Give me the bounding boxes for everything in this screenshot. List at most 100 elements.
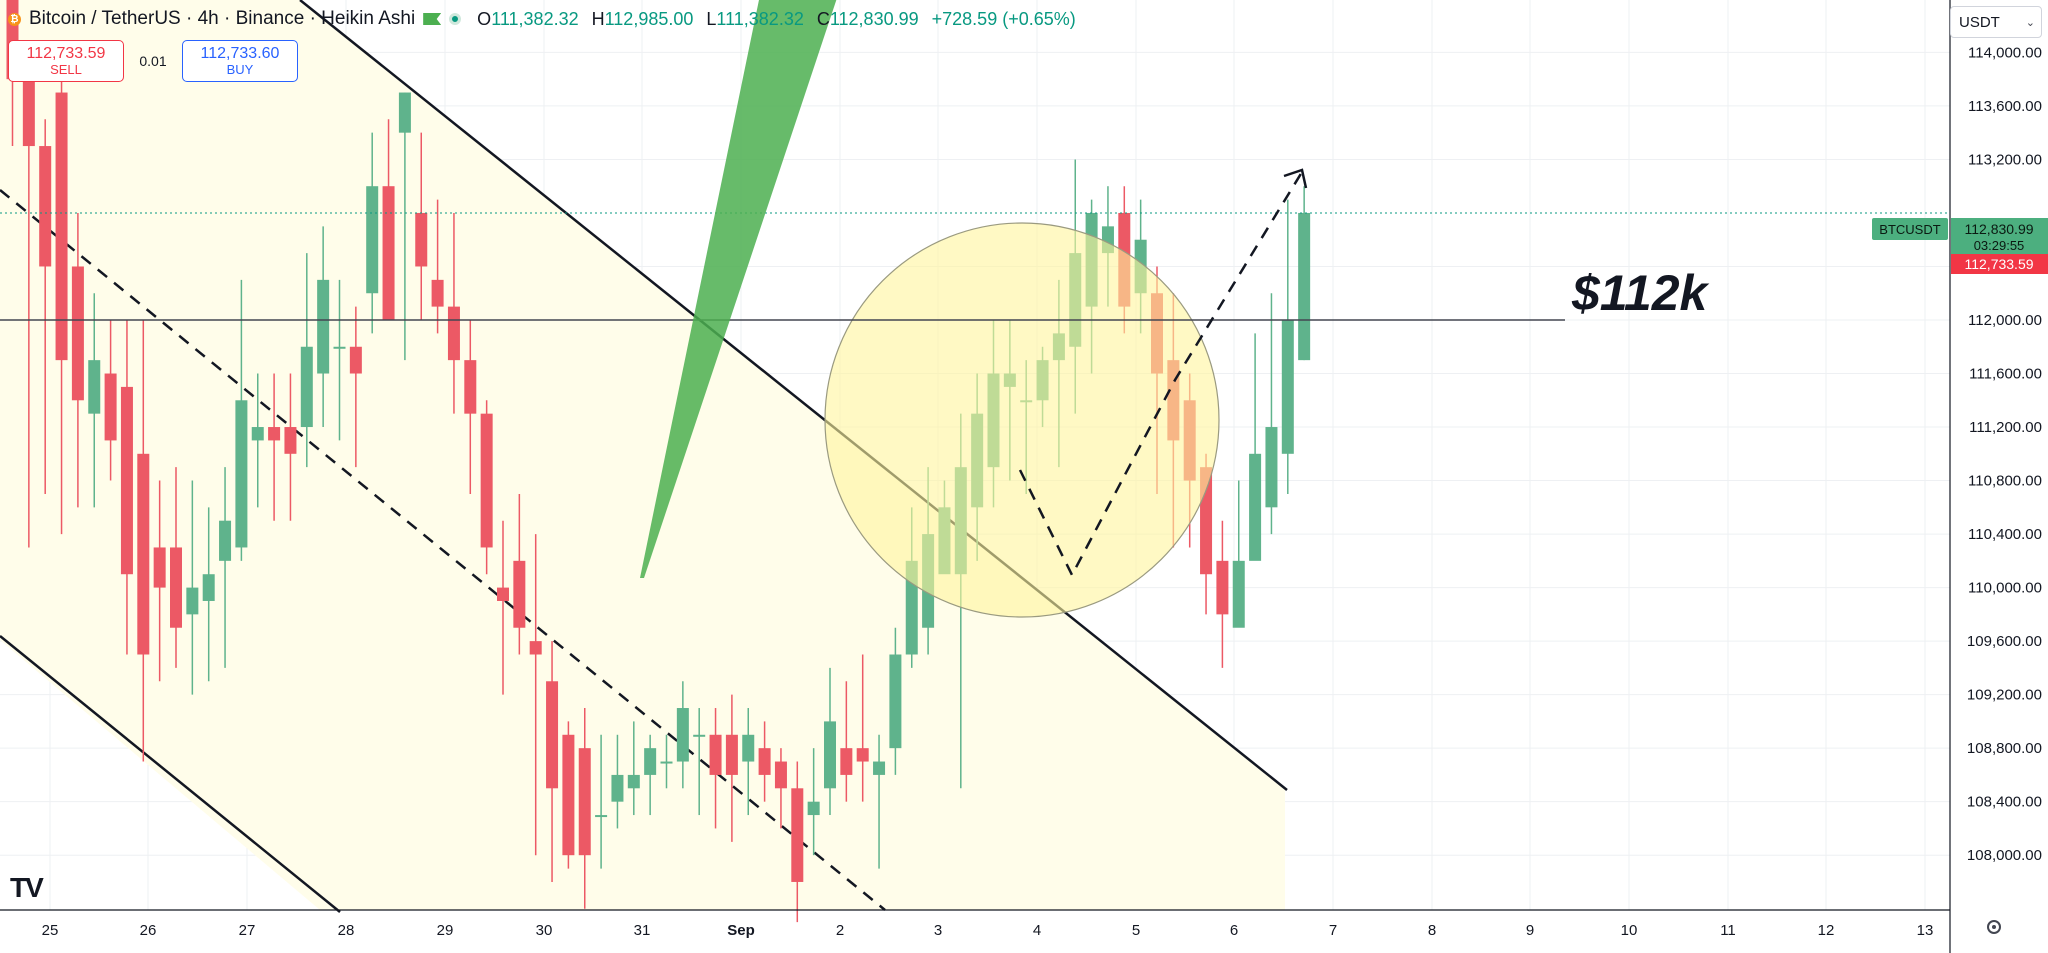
candle-body (578, 748, 591, 856)
x-tick-label: 5 (1132, 922, 1140, 939)
bid-price-text: 112,733.59 (1964, 256, 2033, 272)
candle-body (611, 774, 624, 802)
x-tick-label: 8 (1428, 922, 1436, 939)
candle-body (758, 748, 771, 775)
candle-body (447, 306, 460, 361)
low-value: 111,382.32 (716, 8, 804, 29)
descending-channel (0, 0, 1288, 913)
flag-icon[interactable] (423, 13, 442, 25)
symbol-title[interactable]: Bitcoin / TetherUS · 4h · Binance · Heik… (29, 8, 416, 29)
candle-body (39, 146, 52, 267)
price-axis-bg (1950, 0, 2048, 953)
x-tick-label: Sep (727, 922, 755, 939)
highlight-circle (824, 222, 1220, 618)
green-forecast-arrow (640, 0, 837, 578)
bitcoin-icon: ₿ (8, 12, 21, 26)
candle-body (22, 79, 35, 147)
chart-header: ₿ Bitcoin / TetherUS · 4h · Binance · He… (8, 8, 1076, 30)
y-tick-label: 109,600.00 (1967, 633, 2042, 650)
x-tick-label: 27 (239, 922, 256, 939)
sell-button[interactable]: 112,733.59 SELL (8, 40, 124, 82)
candle-body (153, 547, 166, 588)
currency-selector[interactable]: USDT ⌄ (1950, 6, 2042, 38)
candle-body (71, 266, 84, 401)
candle-body (88, 360, 101, 414)
market-status-icon[interactable] (449, 13, 462, 25)
quantity-field[interactable]: 0.01 (139, 53, 167, 69)
candle-body (644, 748, 657, 775)
y-tick-label: 108,800.00 (1967, 740, 2042, 757)
candle-body (349, 346, 362, 374)
candle-body (415, 212, 428, 267)
candle-body (170, 547, 182, 628)
candle-body (1281, 320, 1294, 454)
candle-body (137, 453, 150, 655)
candle-body (709, 734, 722, 775)
settings-icon[interactable] (1987, 920, 2001, 934)
chevron-down-icon: ⌄ (2025, 16, 2035, 29)
candle-body (464, 360, 477, 414)
y-tick-label: 113,200.00 (1968, 151, 2042, 168)
last-price-text: 112,830.99 (1964, 221, 2033, 237)
candle-body (791, 788, 804, 882)
bid-price-badge (1951, 254, 2048, 274)
candle-body (529, 641, 542, 655)
x-tick-label: 25 (42, 922, 59, 939)
candle-body (300, 346, 313, 428)
channel-lower-line (0, 635, 341, 913)
candle-body (889, 654, 902, 749)
candle-body (268, 427, 281, 441)
candle-body (873, 761, 886, 775)
x-tick-label: 3 (934, 922, 942, 939)
high-value: 112,985.00 (604, 8, 694, 29)
candle-body (382, 186, 395, 320)
sell-label: SELL (50, 61, 82, 77)
candle-body (497, 587, 509, 601)
candle-body (235, 400, 248, 548)
candle-body (660, 761, 673, 764)
y-tick-label: 111,600.00 (1969, 366, 2042, 383)
candle-body (1216, 560, 1229, 615)
candle-body (284, 427, 297, 454)
candle-body (333, 346, 346, 349)
low-key: L (706, 8, 717, 29)
y-tick-label: 113,600.00 (1968, 98, 2042, 115)
symbol-badge (1872, 218, 1948, 240)
x-tick-label: 26 (140, 922, 157, 939)
candle-body (742, 734, 755, 762)
trade-panel: 112,733.59 SELL 0.01 112,733.60 BUY (8, 40, 298, 82)
candle-body (595, 815, 608, 818)
x-tick-label: 28 (338, 922, 355, 939)
candle-body (480, 413, 493, 548)
tradingview-logo-icon[interactable]: TV (10, 872, 44, 903)
buy-label: BUY (226, 61, 254, 77)
x-tick-label: 9 (1526, 922, 1534, 939)
candle-body (807, 801, 820, 816)
buy-button[interactable]: 112,733.60 BUY (182, 40, 298, 82)
x-tick-label: 6 (1230, 922, 1238, 939)
candle-body (251, 427, 264, 441)
close-key: C (816, 8, 830, 29)
candle-body (774, 761, 787, 789)
candle-body (398, 92, 411, 133)
candle-body (431, 279, 444, 307)
candle-body (202, 574, 215, 601)
candle-body (627, 774, 640, 789)
x-tick-label: 2 (836, 922, 844, 939)
y-tick-label: 108,000.00 (1967, 847, 2042, 864)
sell-price: 112,733.59 (26, 44, 106, 62)
last-price-badge (1951, 218, 2048, 254)
y-tick-label: 109,200.00 (1967, 687, 2042, 704)
candle-body (824, 721, 836, 789)
change-value: +728.59 (+0.65%) (931, 8, 1076, 29)
candle-body (104, 373, 117, 441)
x-tick-label: 4 (1033, 922, 1041, 939)
x-tick-label: 11 (1720, 922, 1736, 939)
candle-body (1249, 453, 1262, 561)
candle-body (513, 560, 526, 628)
channel-fill (0, 0, 1285, 910)
y-tick-label: 111,200.00 (1969, 419, 2042, 436)
x-tick-label: 29 (437, 922, 454, 939)
channel-upper-line (299, 0, 1288, 791)
